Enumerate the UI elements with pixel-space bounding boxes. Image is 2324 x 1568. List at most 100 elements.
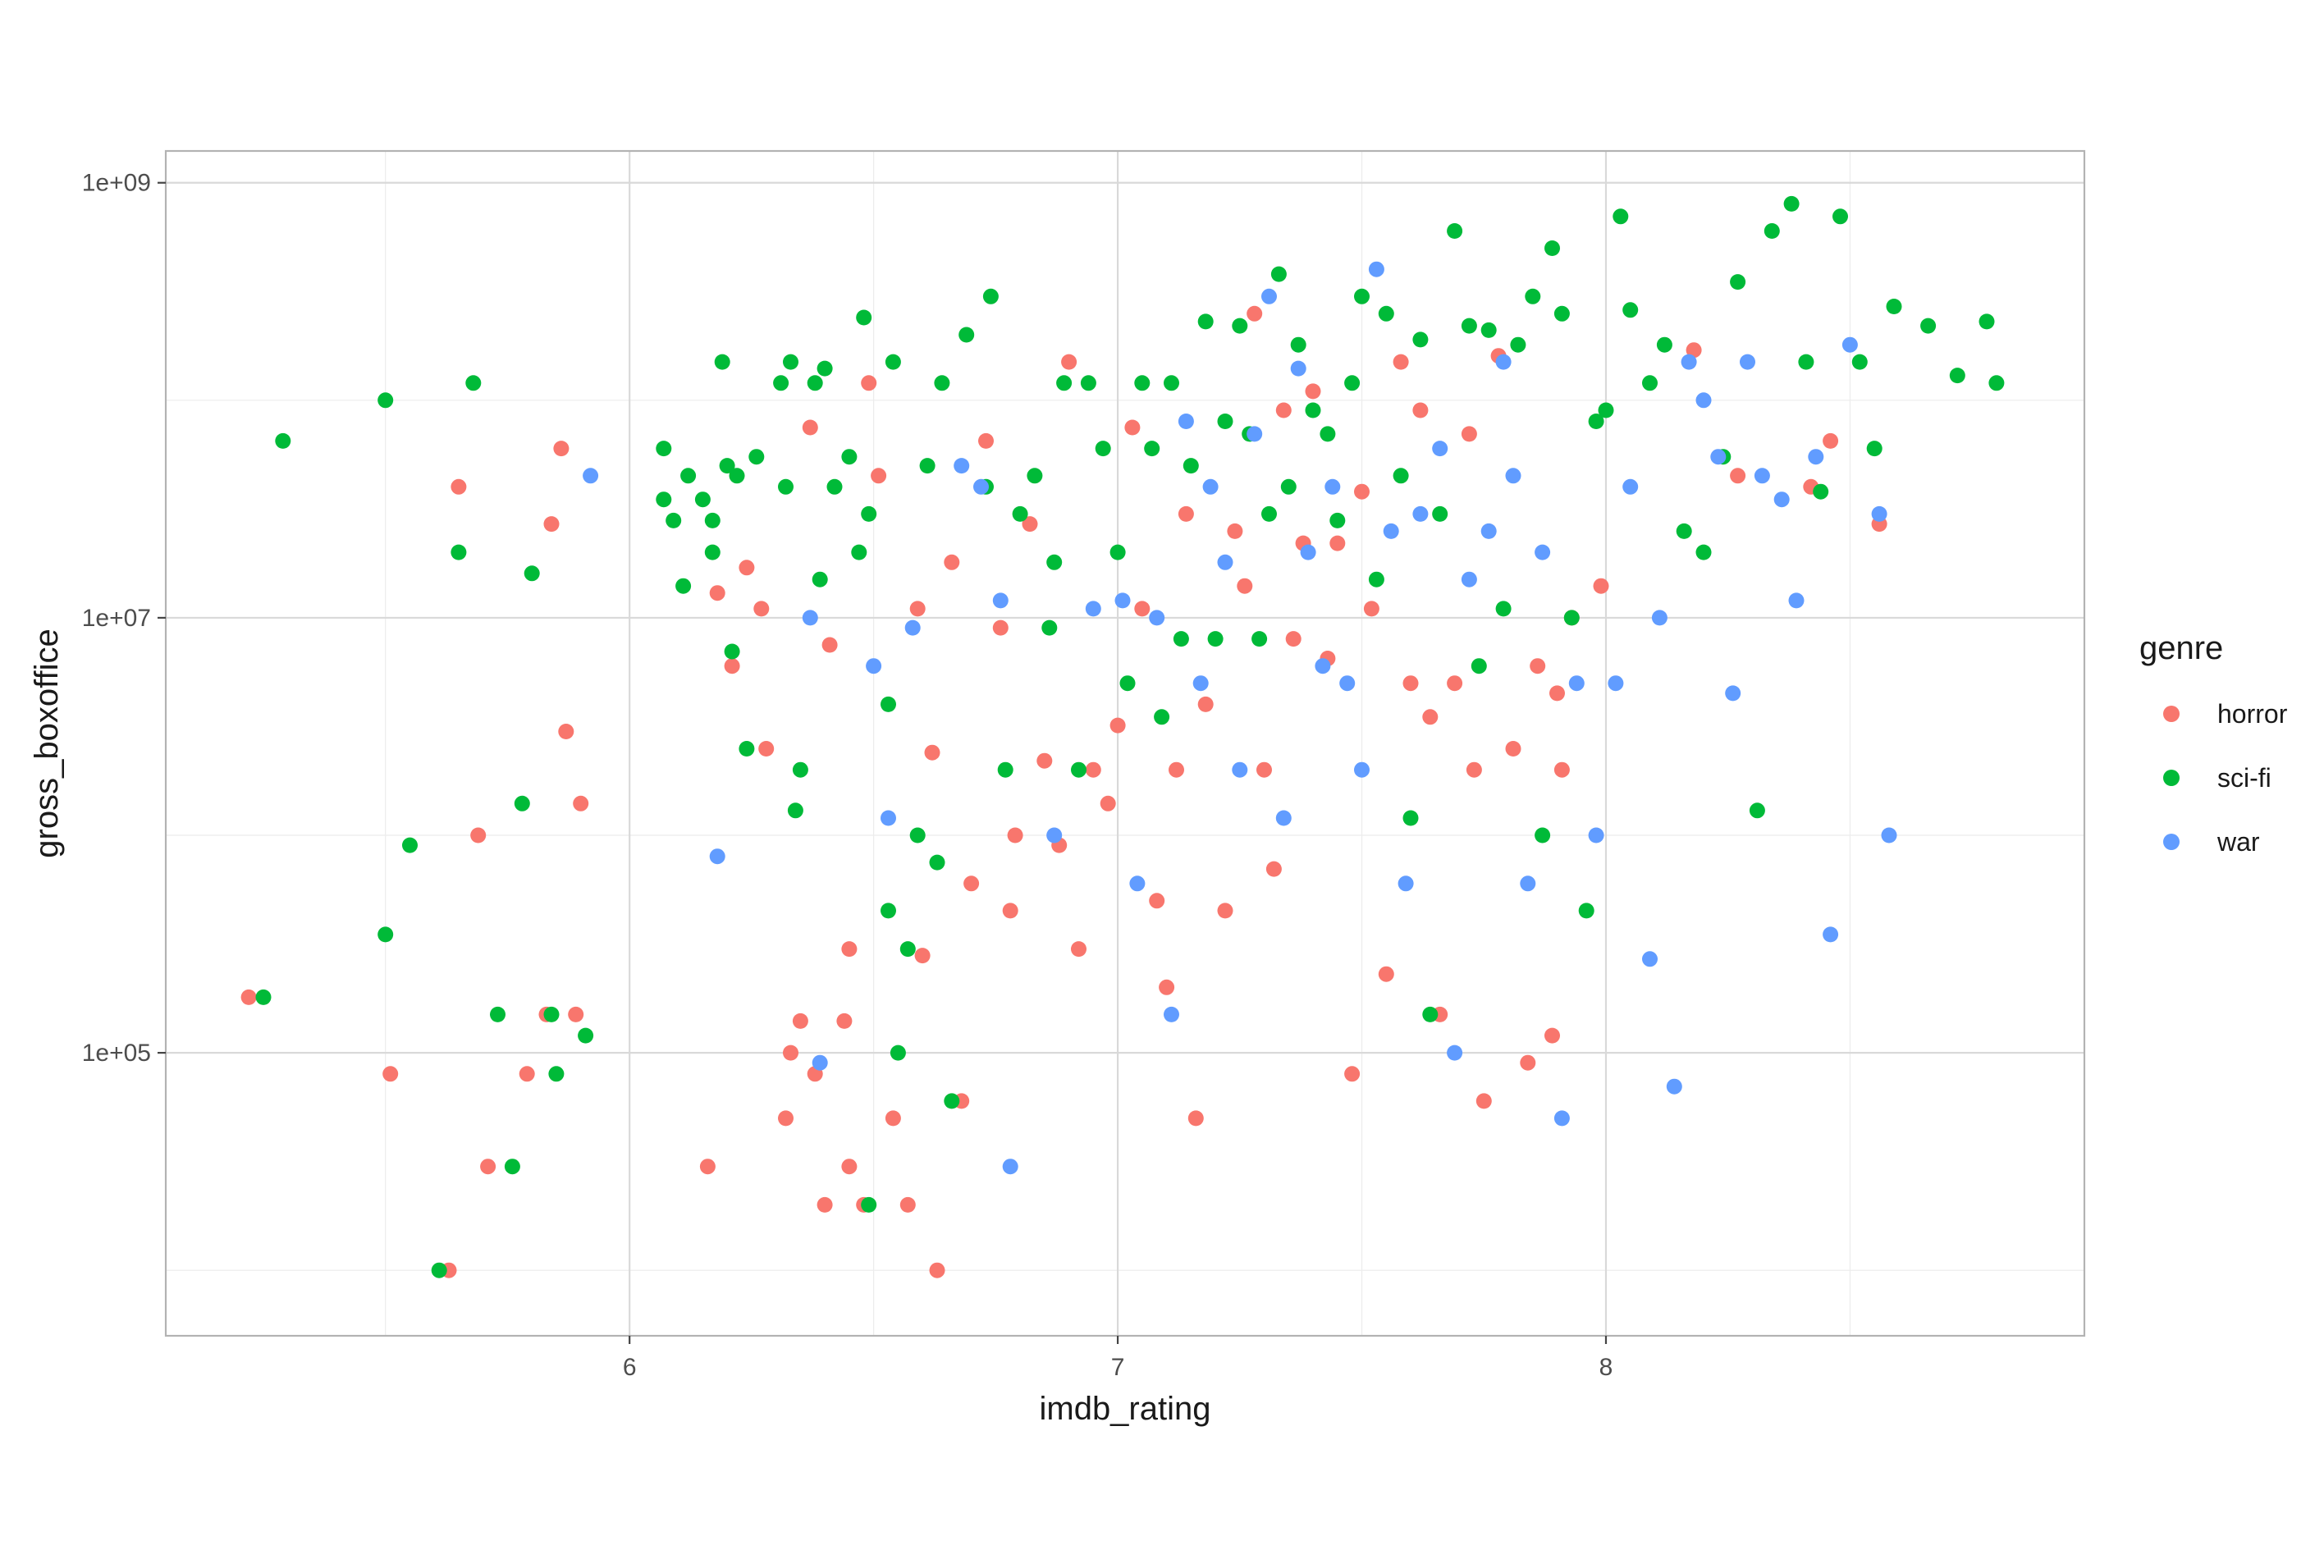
data-point-sci-fi <box>1461 318 1477 334</box>
data-point-horror <box>1061 354 1077 370</box>
data-point-sci-fi <box>1813 483 1829 500</box>
legend-title: genre <box>2139 630 2223 666</box>
data-point-horror <box>1461 426 1477 442</box>
data-point-war <box>583 468 599 484</box>
data-point-sci-fi <box>729 468 745 484</box>
data-point-war <box>1261 288 1277 304</box>
data-point-sci-fi <box>719 458 735 474</box>
data-point-horror <box>1544 1027 1560 1044</box>
data-point-horror <box>1149 893 1165 909</box>
data-point-war <box>1725 685 1741 702</box>
data-point-sci-fi <box>1480 322 1497 338</box>
data-point-horror <box>1134 601 1151 617</box>
data-point-horror <box>1217 903 1233 919</box>
data-point-war <box>1461 571 1477 587</box>
data-point-war <box>1642 951 1658 967</box>
data-point-sci-fi <box>1402 810 1419 826</box>
data-point-sci-fi <box>1344 375 1361 391</box>
data-point-war <box>1710 449 1727 465</box>
data-point-war <box>1368 261 1384 277</box>
data-point-war <box>1871 505 1887 522</box>
data-point-war <box>1695 392 1712 409</box>
data-point-horror <box>1593 578 1609 594</box>
data-point-sci-fi <box>1290 336 1306 353</box>
data-point-horror <box>1344 1066 1361 1082</box>
data-point-war <box>709 848 725 865</box>
data-point-sci-fi <box>275 432 291 449</box>
data-point-horror <box>1256 761 1272 778</box>
data-point-sci-fi <box>514 795 530 811</box>
data-point-horror <box>802 419 818 436</box>
data-point-sci-fi <box>1412 331 1429 348</box>
data-point-war <box>1324 478 1341 495</box>
data-point-sci-fi <box>1041 619 1058 636</box>
data-point-horror <box>1285 631 1302 647</box>
data-point-horror <box>519 1066 535 1082</box>
data-point-horror <box>944 554 960 570</box>
data-point-sci-fi <box>1207 631 1224 647</box>
x-tick-label: 8 <box>1599 1354 1613 1381</box>
data-point-sci-fi <box>1553 305 1570 322</box>
data-point-war <box>1495 354 1512 370</box>
data-point-war <box>1773 491 1790 508</box>
data-point-sci-fi <box>377 926 394 943</box>
data-point-sci-fi <box>1510 336 1526 353</box>
data-point-horror <box>1530 658 1546 674</box>
data-point-sci-fi <box>1270 266 1287 282</box>
data-point-sci-fi <box>812 571 828 587</box>
data-point-war <box>1129 875 1146 892</box>
data-point-sci-fi <box>1134 375 1151 391</box>
data-point-sci-fi <box>1866 441 1883 457</box>
data-point-sci-fi <box>1851 354 1868 370</box>
data-point-horror <box>451 478 467 495</box>
data-point-sci-fi <box>919 458 936 474</box>
data-point-war <box>904 619 921 636</box>
legend-key-horror <box>2163 706 2180 722</box>
data-point-sci-fi <box>704 544 721 560</box>
data-point-horror <box>778 1110 794 1127</box>
data-point-sci-fi <box>1832 208 1848 225</box>
data-point-sci-fi <box>543 1006 560 1022</box>
data-point-horror <box>1159 979 1175 995</box>
data-point-sci-fi <box>714 354 730 370</box>
data-point-war <box>1520 875 1536 892</box>
data-point-sci-fi <box>1368 571 1384 587</box>
legend-items: horror sci-fi war <box>2163 699 2288 857</box>
data-point-sci-fi <box>402 837 418 853</box>
data-point-war <box>1354 761 1370 778</box>
data-point-war <box>1178 414 1194 429</box>
series-war <box>583 261 1897 1175</box>
legend-key-sci-fi <box>2163 770 2180 786</box>
legend: genre horror sci-fi war <box>2139 630 2288 857</box>
data-point-horror <box>1730 468 1746 484</box>
data-point-sci-fi <box>1535 827 1551 843</box>
data-point-horror <box>841 941 858 958</box>
data-point-horror <box>1002 903 1018 919</box>
data-point-war <box>1002 1159 1018 1175</box>
data-point-sci-fi <box>1071 761 1087 778</box>
plot-panel-border <box>164 149 2086 1337</box>
data-point-horror <box>1007 827 1023 843</box>
data-point-horror <box>1178 505 1194 522</box>
data-point-horror <box>758 741 775 757</box>
data-point-war <box>992 592 1009 609</box>
data-point-horror <box>963 875 980 892</box>
data-point-war <box>1588 827 1604 843</box>
data-point-horror <box>1505 741 1521 757</box>
data-point-horror <box>1329 535 1346 551</box>
data-point-horror <box>543 516 560 533</box>
data-point-horror <box>1247 305 1263 322</box>
data-point-war <box>954 458 970 474</box>
data-point-sci-fi <box>1642 375 1658 391</box>
data-point-sci-fi <box>656 491 672 508</box>
data-point-war <box>1232 761 1248 778</box>
data-point-sci-fi <box>881 903 896 919</box>
legend-key-war <box>2163 834 2180 850</box>
data-point-horror <box>568 1006 584 1022</box>
y-tick-label: 1e+07 <box>82 605 151 632</box>
data-point-sci-fi <box>748 449 765 465</box>
data-point-war <box>1881 827 1897 843</box>
data-point-sci-fi <box>1378 305 1394 322</box>
y-tick-label: 1e+05 <box>82 1040 151 1067</box>
data-point-horror <box>978 432 994 449</box>
